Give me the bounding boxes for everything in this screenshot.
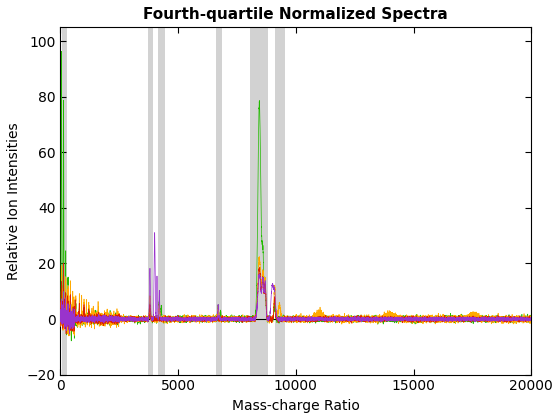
Bar — [250, 27, 268, 375]
Y-axis label: Relative Ion Intensities: Relative Ion Intensities — [7, 122, 21, 280]
Title: Fourth-quartile Normalized Spectra: Fourth-quartile Normalized Spectra — [143, 7, 448, 22]
Bar — [148, 27, 153, 375]
Bar — [62, 27, 67, 375]
Bar — [216, 27, 222, 375]
X-axis label: Mass-charge Ratio: Mass-charge Ratio — [232, 399, 360, 413]
Bar — [158, 27, 165, 375]
Bar — [274, 27, 285, 375]
